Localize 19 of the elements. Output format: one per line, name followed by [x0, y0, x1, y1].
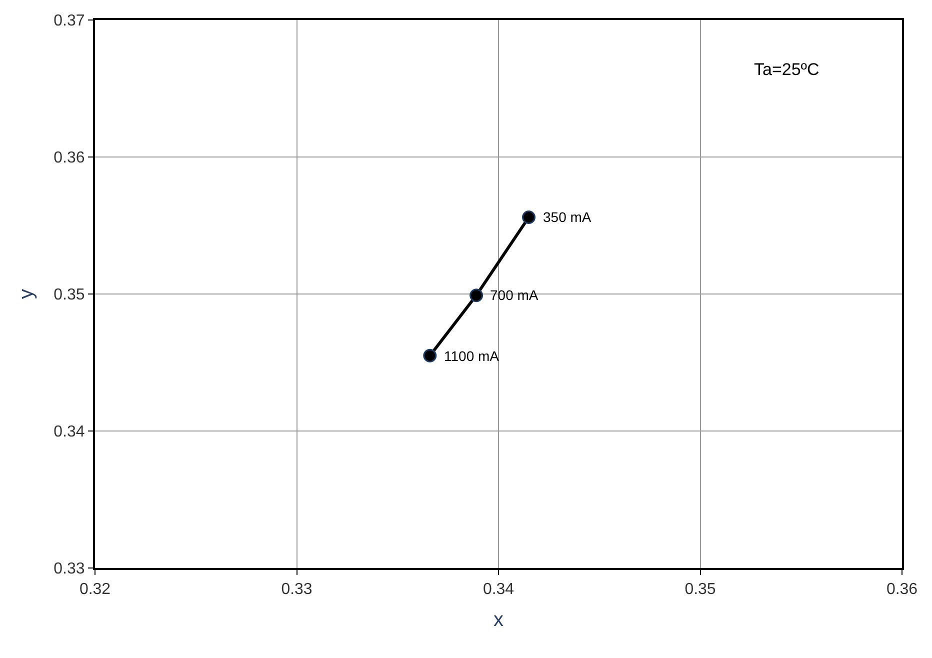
point — [522, 210, 536, 224]
y-tick-label: 0.37 — [54, 12, 85, 30]
annotation: 1100 mA — [444, 348, 500, 364]
y-tick-label: 0.35 — [54, 286, 85, 304]
point — [423, 348, 437, 362]
y-tick-label: 0.36 — [54, 150, 85, 167]
y-tick-label: 0.34 — [54, 424, 85, 441]
annotation: 350 mA — [543, 209, 592, 225]
x-tick-label: 0.36 — [886, 581, 918, 598]
annotation: Ta=25ºC — [754, 60, 820, 79]
x-tick-label: 0.35 — [684, 581, 716, 598]
y-tick-label: 0.33 — [54, 560, 85, 578]
x-axis-title: x — [494, 609, 504, 632]
x-tick-label: 0.34 — [482, 581, 514, 598]
x-tick-label: 0.32 — [79, 581, 111, 598]
point — [470, 288, 484, 302]
y-axis-title: y — [16, 289, 38, 299]
x-tick-label: 0.33 — [281, 581, 312, 598]
annotation: 700 mA — [490, 287, 539, 303]
